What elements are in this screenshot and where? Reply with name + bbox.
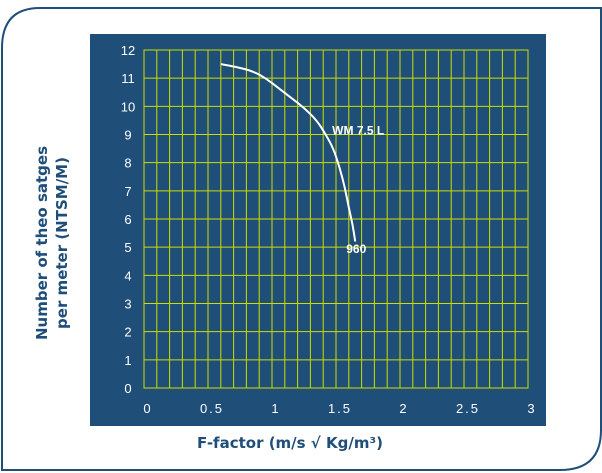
y-tick-label: 1	[124, 353, 131, 368]
series-annotation-label: WM 7.5 L	[332, 124, 384, 138]
x-tick-labels: 0 0.5 1 1.5 2 2.5 3	[143, 401, 536, 416]
grid-lines	[143, 49, 529, 389]
y-tick-label: 3	[124, 297, 131, 312]
y-axis-title-line2: per meter (NTSM/M)	[53, 157, 71, 329]
plot-background	[90, 34, 546, 426]
x-tick-label: 0.5	[200, 401, 224, 416]
y-axis-title-line1: Number of theo satges	[33, 146, 51, 340]
x-tick-label: 1.5	[328, 401, 352, 416]
y-tick-label: 12	[121, 43, 135, 58]
x-tick-label: 0	[143, 401, 152, 416]
series-line	[220, 63, 357, 242]
x-tick-label: 1	[271, 401, 280, 416]
y-tick-label: 5	[124, 240, 131, 255]
y-tick-label: 7	[124, 184, 131, 199]
annotations: WM 7.5 L 960	[332, 124, 384, 256]
y-tick-label: 10	[121, 99, 135, 114]
y-tick-label: 4	[124, 268, 131, 283]
y-tick-label: 11	[121, 71, 135, 86]
x-tick-label: 2	[399, 401, 408, 416]
y-tick-label: 8	[124, 156, 131, 171]
y-tick-label: 2	[124, 325, 131, 340]
x-tick-label: 3	[527, 401, 536, 416]
y-tick-label: 9	[124, 128, 131, 143]
series-lines	[220, 63, 357, 242]
series-annotation-label: 960	[346, 242, 366, 256]
x-axis-title: F-factor (m/s √ Kg/m³)	[197, 434, 383, 452]
x-tick-label: 2.5	[456, 401, 480, 416]
y-tick-label: 6	[124, 212, 131, 227]
y-tick-label: 0	[124, 381, 131, 396]
